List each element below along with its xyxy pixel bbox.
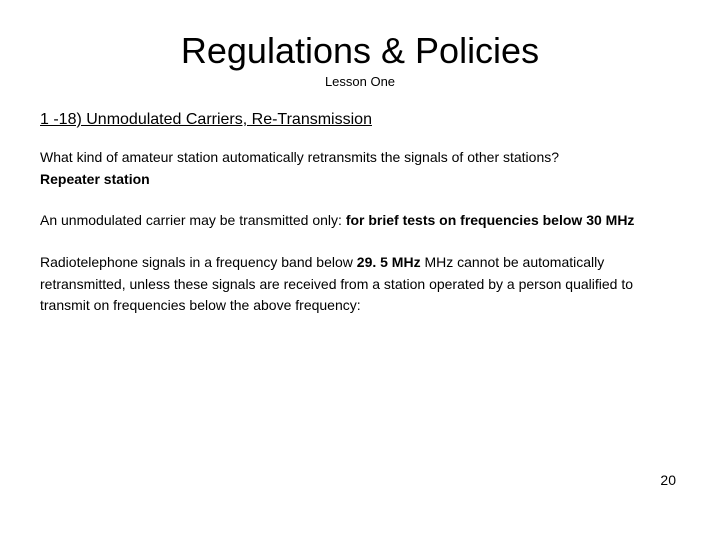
page-title: Regulations & Policies (40, 30, 680, 72)
body-text: What kind of amateur station automatical… (40, 147, 680, 317)
paragraph-3: Radiotelephone signals in a frequency ba… (40, 252, 680, 317)
p3-bold: 29. 5 MHz (357, 254, 421, 270)
p3-a: Radiotelephone signals in a frequency ba… (40, 254, 357, 270)
slide: Regulations & Policies Lesson One 1 -18)… (0, 0, 720, 540)
paragraph-2: An unmodulated carrier may be transmitte… (40, 210, 680, 232)
p1-answer: Repeater station (40, 171, 150, 187)
paragraph-1: What kind of amateur station automatical… (40, 147, 680, 190)
page-number: 20 (660, 472, 676, 488)
p2-lead: An unmodulated carrier may be transmitte… (40, 212, 346, 228)
p1-question: What kind of amateur station automatical… (40, 149, 559, 165)
page-subtitle: Lesson One (40, 74, 680, 89)
section-heading: 1 -18) Unmodulated Carriers, Re-Transmis… (40, 111, 680, 129)
p2-bold: for brief tests on frequencies below 30 … (346, 212, 635, 228)
